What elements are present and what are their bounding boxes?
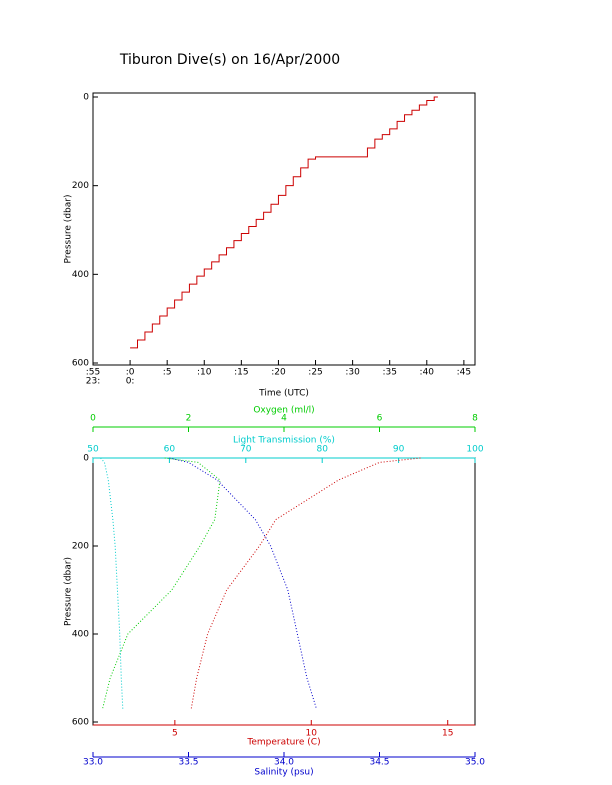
x-tick-label: 50 — [87, 445, 99, 455]
y-tick-label: 200 — [72, 542, 89, 552]
x-tick-label: 34.5 — [369, 758, 389, 768]
x-axis-label: Oxygen (ml/l) — [253, 406, 314, 416]
x-tick-label: 35.0 — [465, 758, 485, 768]
y-tick-label: 400 — [72, 630, 89, 640]
y-tick-label: 600 — [72, 359, 89, 369]
x-tick-label: 15 — [442, 729, 453, 739]
x-tick-label: :35 — [382, 368, 396, 378]
x-tick-label: :10 — [197, 368, 212, 378]
profile-line — [169, 457, 317, 709]
y-tick-label: 0 — [83, 93, 89, 103]
depth-line — [130, 96, 438, 349]
x-tick-label: 60 — [164, 445, 176, 455]
plot-frame — [92, 92, 476, 366]
x-tick-label: :5 — [163, 368, 172, 378]
x-tick-label: :20 — [271, 368, 286, 378]
profile-line — [100, 457, 124, 709]
x-axis-label: Time (UTC) — [258, 389, 309, 399]
x-axis-label: Temperature (C) — [246, 738, 320, 748]
x-tick-label: 6 — [377, 414, 383, 424]
x-tick-label: 34.0 — [274, 758, 294, 768]
y-tick-label: 0 — [83, 454, 89, 464]
x-axis-label: Light Transmission (%) — [233, 436, 335, 446]
profile-line — [102, 457, 221, 709]
x-axis-label: Salinity (psu) — [254, 768, 313, 778]
x-tick-label: 4 — [281, 414, 287, 424]
x-tick-hour-label: 23: — [86, 377, 100, 387]
x-tick-label: :45 — [457, 368, 471, 378]
y-tick-label: 200 — [72, 181, 89, 191]
x-tick-label: :40 — [420, 368, 435, 378]
x-tick-label: :0 — [126, 368, 135, 378]
y-tick-label: 400 — [72, 270, 89, 280]
x-tick-label: 2 — [186, 414, 192, 424]
y-tick-label: 600 — [72, 718, 89, 728]
x-tick-label: 10 — [306, 729, 318, 739]
chart-title: Tiburon Dive(s) on 16/Apr/2000 — [119, 52, 340, 68]
x-tick-label: 90 — [393, 445, 405, 455]
x-tick-label: 33.0 — [83, 758, 103, 768]
y-axis-label: Pressure (dbar) — [64, 557, 74, 626]
x-tick-label: 5 — [172, 729, 178, 739]
x-tick-label: :30 — [345, 368, 360, 378]
x-tick-hour-label: 0: — [126, 377, 135, 387]
x-tick-label: 80 — [316, 445, 328, 455]
x-tick-label: 8 — [472, 414, 478, 424]
profile-line — [190, 457, 421, 709]
x-tick-label: :55 — [86, 368, 100, 378]
x-tick-label: 0 — [90, 414, 96, 424]
plot-frame — [92, 457, 476, 726]
y-axis-label: Pressure (dbar) — [64, 195, 74, 264]
x-tick-label: 70 — [240, 445, 252, 455]
x-tick-label: 100 — [466, 445, 483, 455]
x-tick-label: 33.5 — [178, 758, 198, 768]
x-tick-label: :15 — [234, 368, 248, 378]
x-tick-label: :25 — [308, 368, 322, 378]
